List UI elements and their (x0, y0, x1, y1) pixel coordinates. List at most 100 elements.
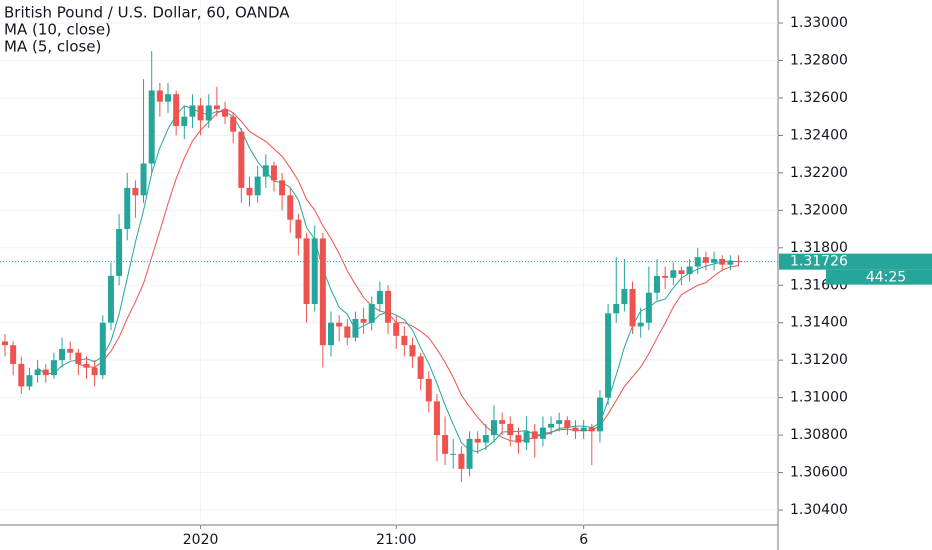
ma-line (78, 108, 739, 442)
x-tick-label: 2020 (183, 532, 219, 548)
candle-body (156, 90, 163, 102)
candle-body (596, 397, 603, 432)
candle-body (295, 219, 302, 239)
candle-body (238, 131, 245, 188)
candle-body (588, 427, 595, 432)
candle-body (670, 270, 677, 278)
candle-body (376, 290, 383, 304)
y-tick-label: 1.30600 (790, 465, 848, 481)
candle-body (173, 94, 180, 127)
candle-body (213, 105, 220, 110)
candle-body (181, 116, 188, 127)
candle-body (491, 420, 497, 436)
candle-body (165, 94, 171, 102)
legend-entry: MA (10, close) (4, 21, 111, 39)
candle-body (474, 438, 481, 443)
candle-body (515, 435, 522, 443)
y-tick-label: 1.32600 (790, 90, 848, 106)
candle-body (230, 116, 237, 132)
candle-body (34, 369, 41, 376)
candle-body (613, 303, 620, 314)
candle-body (205, 105, 212, 121)
candle-body (645, 292, 652, 323)
candle-body (433, 401, 440, 436)
y-tick-label: 1.30800 (790, 427, 848, 443)
candle-body (319, 238, 326, 346)
candle-body (360, 318, 367, 323)
y-tick-label: 1.32400 (790, 127, 848, 143)
y-tick-label: 1.32200 (790, 165, 848, 181)
candle-body (254, 176, 261, 196)
candle-body (124, 187, 131, 230)
x-tick-label: 21:00 (376, 532, 416, 548)
candle-body (548, 423, 555, 428)
legend-entry: MA (5, close) (4, 38, 101, 56)
candle-body (719, 259, 726, 265)
plot: 1.33000 1.32800 1.32600 1.32400 1.32200 1.320… (0, 0, 848, 548)
candle-body (466, 438, 473, 469)
candle-body (59, 348, 66, 361)
candle-body (50, 360, 57, 376)
x-tick-label: 6 (579, 532, 588, 548)
candle-body (556, 420, 563, 424)
candle-body (107, 275, 114, 323)
candle-body (270, 165, 277, 181)
candle-body (654, 275, 660, 293)
candle-body (401, 335, 408, 346)
candle-body (580, 427, 587, 432)
candle-body (678, 270, 685, 275)
candle-body (662, 275, 669, 278)
candle-body (458, 453, 465, 469)
candle-body (637, 322, 644, 327)
candle-body (83, 363, 90, 368)
candle-body (132, 187, 139, 196)
candle-body (18, 363, 25, 387)
candle-body (246, 187, 253, 196)
candle-body (91, 367, 98, 376)
candle-body (189, 105, 196, 117)
candle-body (499, 420, 506, 424)
candle-body (287, 195, 294, 220)
candle-body (262, 165, 269, 177)
candle-body (531, 431, 538, 439)
candle-body (352, 318, 359, 338)
candle-body (42, 369, 49, 376)
y-tick-label: 1.33000 (790, 15, 848, 31)
candle-body (409, 345, 416, 357)
candle-body (523, 431, 530, 443)
ma-line (37, 105, 739, 453)
candle-body (116, 229, 123, 276)
candle-body (368, 303, 375, 323)
candle-body (425, 378, 432, 402)
candle-body (197, 105, 204, 121)
countdown-label: 44:25 (866, 270, 906, 286)
candle-body (222, 109, 229, 117)
candle-body (442, 435, 449, 454)
candle-body (279, 180, 286, 196)
candle-body (140, 163, 147, 196)
candle-body (686, 266, 693, 275)
candle-body (702, 257, 709, 263)
candle-body (629, 289, 636, 327)
candle-body (572, 427, 579, 432)
candle-body (75, 352, 82, 364)
candle-body (99, 322, 106, 376)
candle-body (694, 257, 701, 267)
candle-body (727, 260, 734, 265)
candle-body (482, 435, 489, 443)
candle-body (393, 322, 400, 336)
candle-body (344, 326, 351, 338)
last-price-box (779, 253, 932, 270)
candle-body (26, 375, 33, 387)
candle-body (507, 423, 514, 436)
candle-body (303, 238, 310, 304)
y-tick-label: 1.32800 (790, 52, 848, 68)
y-tick-label: 1.31800 (790, 240, 848, 256)
candle-body (539, 427, 546, 439)
y-tick-label: 1.31200 (790, 352, 848, 368)
candle-body (328, 322, 334, 346)
chart-title: British Pound / U.S. Dollar, 60, OANDA (4, 4, 290, 22)
candle-body (10, 345, 17, 364)
candle-body (385, 290, 392, 323)
candle-body (605, 313, 612, 398)
